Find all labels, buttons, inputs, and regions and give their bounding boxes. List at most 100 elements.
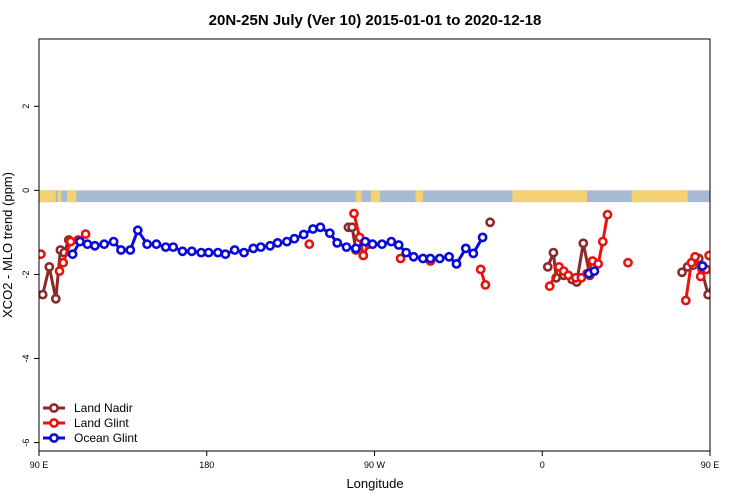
legend-swatch-marker [49, 418, 59, 428]
map-land [415, 190, 423, 203]
data-point-ocean-glint [289, 233, 300, 244]
data-point-ocean-glint [90, 240, 100, 251]
data-point-ocean-glint [341, 242, 352, 252]
series-layer [39, 208, 750, 306]
data-point-ocean-glint [177, 246, 188, 257]
data-point-land-glint [349, 208, 359, 219]
data-point-ocean-glint [239, 247, 249, 258]
map-land [631, 190, 688, 203]
map-land [57, 190, 62, 203]
series-ocean-glint [67, 222, 750, 283]
data-point-ocean-glint [212, 247, 223, 258]
data-point-ocean-glint [393, 240, 404, 250]
legend-swatch-marker [49, 433, 59, 443]
data-point-ocean-glint [82, 239, 93, 250]
data-point-ocean-glint [408, 251, 419, 262]
x-tick-label: 180 [199, 460, 214, 470]
data-point-ocean-glint [324, 228, 335, 239]
data-point-ocean-glint [281, 236, 292, 247]
legend-label: Land Nadir [74, 401, 133, 415]
data-point-land-nadir [578, 238, 589, 249]
data-point-ocean-glint [589, 266, 600, 276]
x-tick-label: 90 E [701, 460, 720, 470]
data-point-ocean-glint [132, 225, 143, 236]
x-axis-label: Longitude [346, 476, 403, 491]
data-point-ocean-glint [160, 242, 171, 252]
data-point-ocean-glint [425, 253, 436, 264]
data-point-ocean-glint [460, 243, 471, 254]
data-point-land-glint [358, 250, 369, 261]
data-point-land-glint [54, 266, 65, 276]
data-point-land-glint [304, 239, 315, 250]
data-point-land-glint [602, 209, 613, 220]
data-point-land-glint [744, 242, 750, 249]
data-point-land-glint [593, 258, 604, 269]
data-point-ocean-glint [151, 239, 162, 250]
legend-swatch-marker [49, 403, 59, 413]
data-point-ocean-glint [67, 249, 78, 260]
data-point-ocean-glint [298, 229, 309, 240]
data-point-ocean-glint [265, 240, 275, 251]
data-point-ocean-glint [332, 237, 343, 248]
data-point-ocean-glint [434, 253, 445, 264]
map-land [370, 190, 381, 203]
data-point-ocean-glint [451, 258, 462, 269]
data-point-ocean-glint [203, 247, 214, 258]
data-point-land-nadir [677, 267, 687, 278]
data-point-ocean-glint [367, 239, 378, 250]
y-tick-label: 0 [21, 188, 31, 193]
data-point-land-glint [597, 236, 608, 247]
data-point-land-glint [563, 270, 574, 281]
x-axis: 90 E 180 90 W 0 90 E [30, 451, 720, 470]
data-point-ocean-glint [746, 249, 750, 256]
data-point-ocean-glint [186, 246, 197, 257]
data-point-ocean-glint [229, 245, 240, 255]
map-land [66, 190, 77, 203]
chart-title: 20N-25N July (Ver 10) 2015-01-01 to 2020… [209, 12, 542, 29]
data-point-land-glint [80, 229, 91, 239]
data-point-land-glint [690, 251, 700, 262]
y-tick-label: -4 [21, 355, 31, 363]
data-point-land-glint [704, 250, 710, 261]
data-point-ocean-glint [142, 239, 152, 250]
data-point-land-glint [695, 271, 706, 282]
y-tick-label: -2 [21, 270, 31, 278]
data-point-ocean-glint [272, 237, 283, 248]
data-point-land-nadir [716, 263, 723, 270]
data-point-ocean-glint [350, 243, 361, 254]
legend-item-ocean-glint: Ocean Glint [43, 431, 138, 445]
data-point-ocean-glint [386, 236, 397, 247]
data-point-ocean-glint [697, 261, 708, 271]
data-point-ocean-glint [99, 239, 110, 250]
x-tick-label: 90 E [30, 460, 49, 470]
series-line-land-glint [738, 233, 750, 265]
data-point-land-nadir [50, 293, 61, 304]
map-land [355, 190, 362, 203]
data-point-land-glint [395, 253, 406, 264]
data-point-ocean-glint [168, 242, 179, 252]
data-point-land-glint [544, 281, 555, 292]
data-point-ocean-glint [308, 224, 318, 234]
x-tick-label: 90 W [364, 460, 386, 470]
data-point-ocean-glint [468, 248, 479, 259]
data-point-ocean-glint [125, 245, 136, 255]
data-point-ocean-glint [255, 242, 266, 252]
series-land-glint [39, 208, 750, 306]
series-line-land-glint [352, 213, 371, 257]
data-point-ocean-glint [108, 236, 119, 247]
legend-item-land-glint: Land Glint [43, 416, 129, 430]
data-point-land-nadir [347, 222, 357, 233]
map-band [39, 190, 710, 203]
data-point-land-nadir [39, 289, 48, 300]
data-point-land-nadir [723, 297, 730, 304]
data-point-ocean-glint [220, 249, 231, 260]
data-point-land-glint [475, 264, 486, 275]
data-point-ocean-glint [315, 222, 326, 233]
data-point-land-nadir [542, 261, 553, 272]
data-point-ocean-glint [740, 276, 747, 283]
y-tick-label: 2 [21, 104, 31, 109]
data-point-land-glint [734, 262, 741, 269]
legend-item-land-nadir: Land Nadir [43, 401, 133, 415]
